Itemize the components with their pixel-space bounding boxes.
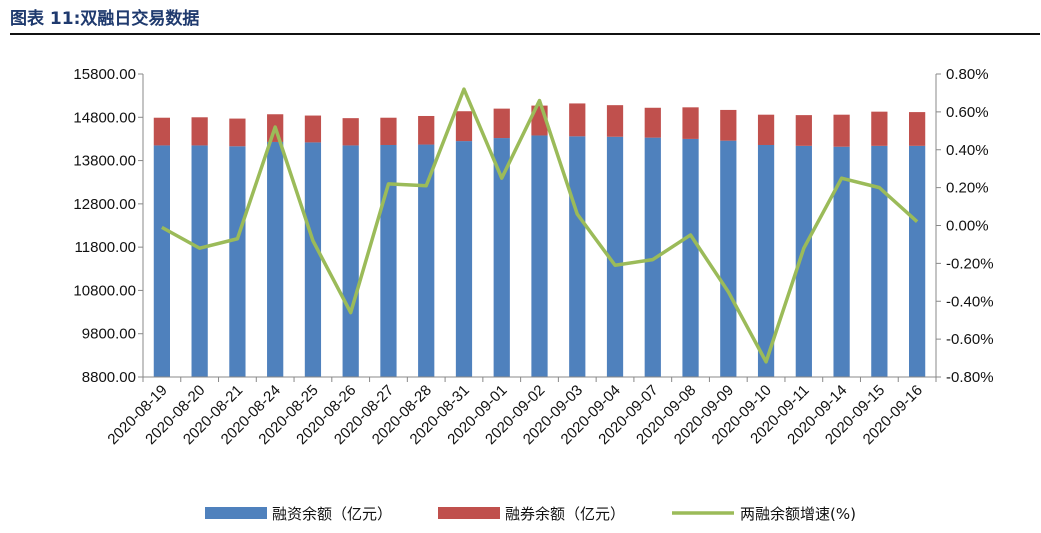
bar-financing xyxy=(455,141,473,377)
legend-label-financing: 融资余额（亿元） xyxy=(272,505,392,523)
bar-financing xyxy=(606,136,624,377)
bar-financing xyxy=(720,140,737,377)
y-tick-label: 14800.00 xyxy=(73,109,136,126)
bar-financing xyxy=(493,138,510,377)
y-tick-label: 8800.00 xyxy=(82,369,136,386)
bar-securities-lending xyxy=(682,107,699,139)
line-layer xyxy=(161,87,919,364)
bar-securities-lending xyxy=(191,117,208,146)
growth-line xyxy=(161,87,919,364)
y2-tick-label: 0.60% xyxy=(946,104,989,121)
y2-tick-label: 0.00% xyxy=(946,218,989,235)
bar-financing xyxy=(871,145,888,377)
bar-securities-lending xyxy=(909,112,926,146)
bar-securities-lending xyxy=(644,107,661,138)
bar-financing xyxy=(757,144,775,377)
bar-financing xyxy=(833,146,850,377)
bar-financing xyxy=(909,145,926,377)
bar-securities-lending xyxy=(418,115,435,145)
y2-tick-label: 0.80% xyxy=(946,66,989,83)
bar-financing xyxy=(304,142,322,377)
y-tick-label: 12800.00 xyxy=(73,196,136,213)
y2-tick-label: 0.40% xyxy=(946,142,989,159)
legend-swatch-securities-lending xyxy=(438,507,500,519)
bar-securities-lending xyxy=(720,109,737,141)
bar-securities-lending xyxy=(229,118,246,147)
bar-financing xyxy=(153,145,170,377)
bar-financing xyxy=(229,146,246,377)
y2-tick-label: -0.60% xyxy=(946,331,994,348)
y2-tick-label: -0.20% xyxy=(946,255,994,272)
bar-financing xyxy=(795,145,812,377)
bar-securities-lending xyxy=(871,111,888,146)
y2-tick-label: -0.80% xyxy=(946,369,994,386)
legend-label-securities-lending: 融券余额（亿元） xyxy=(505,505,625,523)
bar-securities-lending xyxy=(757,114,775,145)
bar-financing xyxy=(682,138,699,377)
bar-financing xyxy=(644,137,661,377)
y2-tick-label: -0.40% xyxy=(946,293,994,310)
bar-securities-lending xyxy=(795,115,812,146)
bar-financing xyxy=(380,144,397,377)
y-tick-label: 9800.00 xyxy=(82,326,136,343)
bar-securities-lending xyxy=(153,117,170,146)
bar-securities-lending xyxy=(493,108,510,139)
bar-securities-lending xyxy=(380,117,397,145)
bar-securities-lending xyxy=(304,115,322,143)
y-tick-label: 11800.00 xyxy=(75,239,136,256)
bar-financing xyxy=(191,145,208,377)
y-tick-label: 13800.00 xyxy=(73,153,136,170)
y-tick-label: 15800.00 xyxy=(73,66,136,83)
legend-label-growth: 两融余额增速(%) xyxy=(740,505,856,523)
bar-financing xyxy=(418,144,435,377)
bar-financing xyxy=(267,141,284,377)
chart-title: 图表 11:双融日交易数据 xyxy=(10,9,200,29)
bars-layer xyxy=(153,103,926,377)
legend-swatch-financing xyxy=(205,507,267,519)
bar-financing xyxy=(531,135,548,377)
bar-financing xyxy=(569,136,586,377)
bar-securities-lending xyxy=(569,103,586,137)
title-rule xyxy=(10,33,1040,35)
bar-securities-lending xyxy=(606,105,624,137)
y-tick-label: 10800.00 xyxy=(73,282,136,299)
bar-securities-lending xyxy=(455,111,473,142)
bar-securities-lending xyxy=(342,118,359,146)
y2-tick-label: 0.20% xyxy=(946,180,989,197)
legend: 融资余额（亿元） 融券余额（亿元） 两融余额增速(%) xyxy=(205,505,856,523)
bar-financing xyxy=(342,145,359,377)
bar-securities-lending xyxy=(833,114,850,147)
